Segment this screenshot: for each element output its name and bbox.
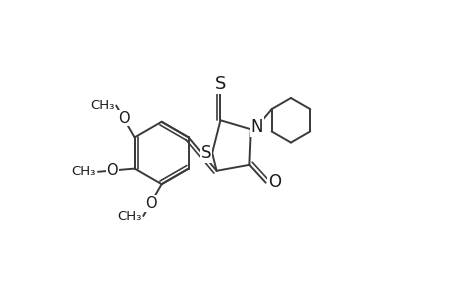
Text: N: N [250,118,263,136]
Text: CH₃: CH₃ [71,165,95,178]
Text: O: O [118,111,129,126]
Text: O: O [145,196,156,211]
Text: CH₃: CH₃ [118,209,142,223]
Text: CH₃: CH₃ [90,99,115,112]
Text: O: O [268,173,280,191]
Text: S: S [200,144,210,162]
Text: O: O [106,163,118,178]
Text: S: S [214,75,226,93]
